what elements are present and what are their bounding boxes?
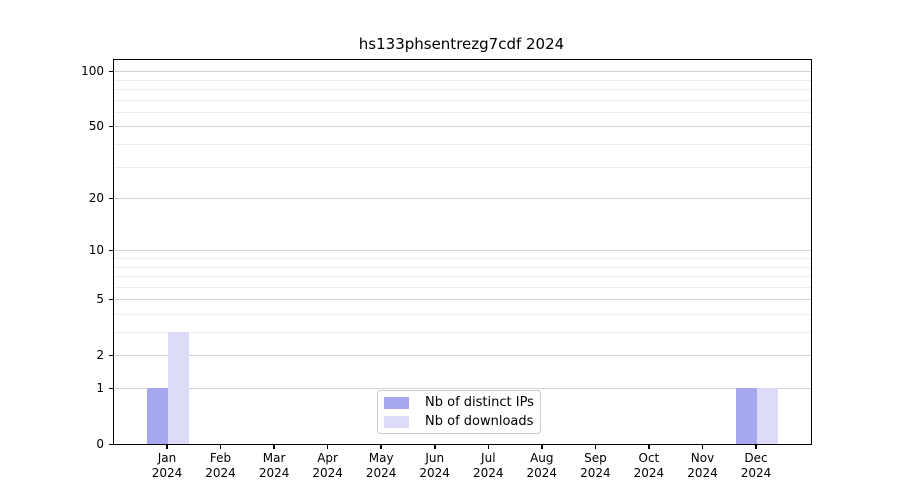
x-tick-mark	[273, 444, 275, 449]
x-tick-label-oct: Oct 2024	[633, 451, 665, 480]
x-tick-label-jul: Jul 2024	[473, 451, 504, 480]
major-gridline	[114, 355, 811, 357]
x-tick-label-mar: Mar 2024	[258, 451, 290, 480]
minor-gridline	[114, 314, 811, 315]
legend-label-downloads: Nb of downloads	[425, 414, 534, 429]
minor-gridline	[114, 79, 811, 81]
x-tick-label-aug: Aug 2024	[526, 451, 558, 480]
x-tick-label-nov: Nov 2024	[687, 451, 718, 480]
y-tick-label: 50	[88, 119, 104, 134]
legend-swatch-downloads-icon	[384, 415, 409, 428]
legend-item-downloads: Nb of downloads	[384, 414, 540, 429]
x-tick-mark	[380, 444, 382, 449]
major-gridline	[114, 388, 811, 389]
minor-gridline	[114, 99, 811, 101]
legend-swatch-distinct-ips-icon	[384, 396, 409, 409]
y-tick-mark	[109, 197, 114, 200]
major-gridline	[114, 250, 811, 252]
y-tick-mark	[109, 249, 114, 252]
bar-distinct-ips-dec	[736, 388, 757, 444]
bar-distinct-ips-jan	[147, 388, 168, 444]
y-tick-label: 0	[96, 437, 104, 451]
minor-gridline	[114, 89, 811, 90]
y-tick-mark	[109, 125, 114, 128]
plot-area	[113, 59, 812, 445]
minor-gridline	[114, 144, 811, 145]
x-tick-mark	[648, 444, 650, 449]
y-tick-mark	[109, 70, 114, 73]
y-tick-label: 20	[88, 191, 104, 206]
x-tick-label-dec: Dec 2024	[740, 451, 772, 480]
x-tick-mark	[701, 444, 704, 449]
y-tick-mark	[109, 443, 114, 445]
y-tick-label: 1	[96, 381, 104, 395]
y-tick-label: 5	[96, 292, 104, 307]
x-tick-mark	[594, 444, 597, 449]
y-tick-label: 10	[88, 243, 104, 258]
major-gridline	[114, 126, 811, 128]
minor-gridline	[114, 258, 811, 259]
minor-gridline	[114, 166, 811, 168]
x-tick-label-may: May 2024	[365, 451, 397, 480]
y-tick-mark	[109, 298, 114, 301]
major-gridline	[114, 198, 811, 200]
x-tick-mark	[326, 444, 329, 449]
x-tick-mark	[219, 444, 222, 449]
minor-gridline	[114, 266, 811, 268]
y-tick-mark	[109, 354, 114, 357]
chart-title: hs133phsentrezg7cdf 2024	[358, 35, 565, 53]
legend-label-distinct-ips: Nb of distinct IPs	[425, 395, 534, 410]
major-gridline	[114, 71, 811, 73]
x-tick-mark	[487, 444, 489, 449]
y-tick-label: 100	[81, 64, 104, 79]
legend-item-distinct-ips: Nb of distinct IPs	[384, 395, 540, 410]
x-tick-label-sep: Sep 2024	[580, 451, 611, 480]
y-tick-mark	[109, 387, 114, 389]
minor-gridline	[114, 286, 811, 288]
x-tick-label-jan: Jan 2024	[151, 451, 183, 480]
minor-gridline	[114, 111, 811, 113]
bar-downloads-jan	[168, 332, 189, 444]
y-tick-label: 2	[96, 348, 104, 363]
x-tick-label-apr: Apr 2024	[312, 451, 343, 480]
minor-gridline	[114, 332, 811, 333]
bar-downloads-dec	[757, 388, 778, 444]
x-tick-label-jun: Jun 2024	[419, 451, 450, 480]
x-tick-mark	[166, 444, 168, 449]
x-tick-mark	[541, 444, 543, 449]
major-gridline	[114, 299, 811, 301]
x-tick-mark	[434, 444, 436, 449]
minor-gridline	[114, 276, 811, 277]
x-tick-mark	[755, 444, 757, 449]
legend: Nb of distinct IPs Nb of downloads	[377, 390, 541, 434]
x-tick-label-feb: Feb 2024	[205, 451, 236, 480]
